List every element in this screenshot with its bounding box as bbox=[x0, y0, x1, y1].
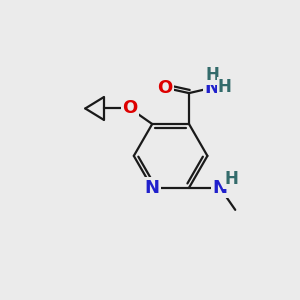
Text: H: H bbox=[224, 170, 238, 188]
Text: N: N bbox=[205, 79, 220, 97]
Text: O: O bbox=[122, 100, 138, 118]
Text: O: O bbox=[157, 79, 172, 97]
Text: N: N bbox=[212, 179, 227, 197]
Text: H: H bbox=[206, 66, 220, 84]
Text: N: N bbox=[145, 179, 160, 197]
Text: H: H bbox=[218, 78, 231, 96]
